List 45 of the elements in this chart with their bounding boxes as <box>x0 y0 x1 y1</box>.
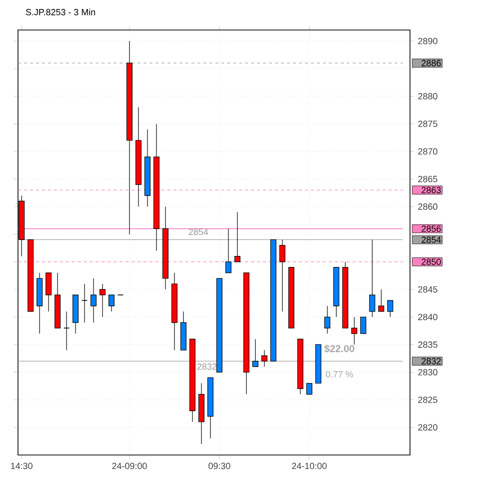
ref-line-label: 2832 <box>422 358 441 364</box>
ref-line-label: 2850 <box>422 258 441 265</box>
chart-title: S.JP.8253 - 3 Min <box>26 8 96 16</box>
ref-line-label: 2863 <box>422 186 441 194</box>
candlestick <box>387 300 394 318</box>
candlestick <box>252 338 258 367</box>
ref-line-label: 2886 <box>422 60 441 66</box>
y-tick-label: 2865 <box>418 176 438 182</box>
y-tick-label: 2860 <box>418 203 438 210</box>
candlestick <box>46 272 52 312</box>
y-tick-label: 2890 <box>418 38 438 44</box>
candlestick <box>100 284 106 318</box>
annotation: 2832 <box>197 363 216 370</box>
candlestick <box>306 382 312 395</box>
x-tick-label: 24-10:00 <box>292 462 327 470</box>
y-tick-label: 2835 <box>418 341 438 348</box>
candlestick <box>378 289 384 312</box>
x-tick-label: 24-09:00 <box>112 462 147 470</box>
annotation: 2854 <box>188 228 208 236</box>
y-tick-label: 2880 <box>418 93 438 100</box>
candlestick <box>90 278 97 323</box>
candlestick <box>63 311 70 350</box>
y-tick-label: 2870 <box>418 148 438 155</box>
candlestick <box>108 294 114 312</box>
y-tick-label: 2845 <box>418 286 438 293</box>
y-tick-label: 2830 <box>418 369 438 376</box>
candlestick <box>324 306 330 334</box>
annotation: $22.00 <box>324 344 354 353</box>
ref-line-label: 2854 <box>422 236 441 243</box>
candlestick <box>351 316 358 345</box>
candlestick <box>279 239 286 312</box>
y-tick-label: 2875 <box>418 120 438 128</box>
annotation: 0.77 % <box>326 371 354 378</box>
candlestick <box>81 284 88 323</box>
x-tick-label: 14:30 <box>11 462 32 470</box>
y-tick-label: 2825 <box>418 396 438 403</box>
candlestick <box>360 316 366 334</box>
candlestick <box>234 212 240 262</box>
ref-line-label: 2856 <box>422 226 441 232</box>
x-tick-label: 09:30 <box>208 462 230 470</box>
candlestick <box>225 228 232 274</box>
candlestick <box>369 239 376 318</box>
y-tick-label: 2840 <box>418 314 438 320</box>
candlestick <box>261 350 268 367</box>
y-tick-label: 2820 <box>418 424 438 431</box>
